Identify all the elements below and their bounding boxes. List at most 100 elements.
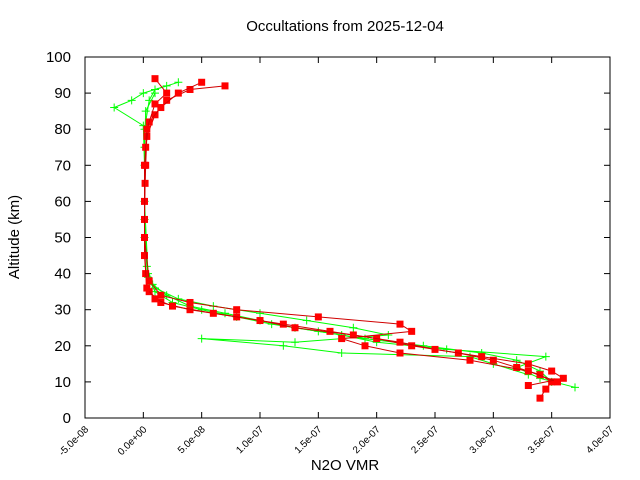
data-point-square bbox=[536, 371, 544, 379]
data-point-square bbox=[256, 317, 264, 325]
data-point-square bbox=[291, 324, 299, 332]
plot-area bbox=[110, 75, 579, 402]
x-tick-label: 3.0e-07 bbox=[468, 424, 500, 456]
data-point-plus bbox=[571, 383, 579, 392]
data-point-square bbox=[186, 306, 194, 314]
data-point-plus bbox=[419, 341, 428, 350]
x-axis-label: N2O VMR bbox=[311, 457, 380, 474]
data-point-square bbox=[326, 327, 334, 335]
data-point-square bbox=[151, 100, 159, 108]
data-point-square bbox=[169, 302, 176, 310]
data-point-square bbox=[141, 252, 148, 260]
plot-frame bbox=[84, 56, 611, 419]
x-tick-label: 2.5e-07 bbox=[409, 424, 441, 456]
data-point-square bbox=[542, 385, 550, 393]
data-point-square bbox=[143, 125, 151, 133]
data-point-square bbox=[151, 75, 159, 83]
data-point-plus bbox=[139, 121, 148, 130]
data-point-square bbox=[396, 349, 404, 357]
y-tick-label: 50 bbox=[54, 230, 71, 247]
data-point-plus bbox=[174, 78, 183, 87]
data-point-square bbox=[186, 85, 194, 93]
data-point-plus bbox=[197, 334, 206, 343]
data-point-square bbox=[559, 374, 567, 382]
data-point-square bbox=[163, 96, 171, 104]
y-tick-label: 20 bbox=[54, 338, 71, 355]
data-point-square bbox=[186, 298, 194, 306]
data-point-square bbox=[163, 89, 171, 97]
data-point-plus bbox=[302, 316, 311, 325]
x-tick-label: 3.5e-07 bbox=[526, 424, 558, 456]
data-point-square bbox=[198, 78, 206, 86]
data-point-square bbox=[396, 320, 404, 328]
data-point-square bbox=[141, 234, 148, 241]
x-tick-label: 2.0e-07 bbox=[351, 424, 383, 456]
y-tick-label: 30 bbox=[54, 302, 71, 319]
data-point-square bbox=[141, 161, 148, 169]
series-square bbox=[141, 75, 567, 402]
y-tick-label: 70 bbox=[54, 157, 71, 174]
data-point-plus bbox=[349, 323, 358, 332]
data-point-plus bbox=[337, 349, 346, 358]
data-point-square bbox=[157, 104, 165, 112]
data-point-square bbox=[141, 179, 149, 187]
data-point-square bbox=[174, 89, 182, 97]
y-tick-label: 0 bbox=[63, 410, 71, 427]
data-point-square bbox=[349, 331, 357, 339]
x-tick-label: 0.0e+00 bbox=[116, 424, 150, 458]
data-point-square bbox=[524, 382, 532, 390]
series-plus bbox=[110, 78, 579, 392]
data-point-plus bbox=[139, 89, 148, 98]
data-point-square bbox=[466, 356, 474, 364]
profile-line bbox=[144, 85, 553, 399]
data-point-square bbox=[548, 378, 556, 386]
data-point-plus bbox=[141, 107, 150, 116]
x-tick-label: 1.0e-07 bbox=[234, 424, 266, 456]
x-tick-label: 5.0e-08 bbox=[176, 424, 208, 456]
data-point-square bbox=[151, 295, 159, 303]
data-point-square bbox=[513, 363, 521, 371]
data-point-square bbox=[408, 342, 416, 350]
data-point-plus bbox=[256, 309, 264, 318]
data-point-plus bbox=[221, 309, 229, 318]
data-point-plus bbox=[267, 320, 276, 329]
data-point-plus bbox=[127, 96, 136, 105]
data-point-square bbox=[361, 342, 369, 350]
data-point-square bbox=[338, 335, 346, 343]
y-tick-label: 80 bbox=[54, 121, 71, 138]
y-tick-label: 90 bbox=[54, 85, 71, 102]
data-point-plus bbox=[384, 330, 393, 339]
chart-title: Occultations from 2025-12-04 bbox=[246, 18, 444, 35]
profile-line bbox=[144, 81, 529, 376]
data-point-square bbox=[279, 320, 287, 328]
x-tick-label: -5.0e-08 bbox=[57, 424, 91, 458]
data-point-square bbox=[143, 284, 151, 292]
y-axis-label: Altitude (km) bbox=[6, 195, 23, 279]
data-point-square bbox=[431, 345, 439, 353]
y-tick-label: 100 bbox=[46, 49, 71, 66]
data-point-plus bbox=[541, 352, 550, 361]
data-point-square bbox=[157, 291, 165, 299]
profile-line bbox=[113, 85, 576, 388]
y-tick-label: 10 bbox=[54, 374, 71, 391]
data-point-plus bbox=[291, 338, 299, 347]
data-point-square bbox=[408, 327, 416, 335]
data-point-square bbox=[221, 82, 229, 90]
x-tick-label: 4.0e-07 bbox=[584, 424, 616, 456]
data-point-plus bbox=[197, 305, 206, 314]
data-point-square bbox=[478, 353, 486, 361]
x-tick-label: 1.5e-07 bbox=[293, 424, 325, 456]
data-point-square bbox=[396, 338, 404, 346]
data-point-square bbox=[548, 367, 556, 375]
profile-line bbox=[144, 81, 565, 386]
data-point-square bbox=[145, 277, 153, 285]
data-point-square bbox=[314, 313, 322, 321]
data-point-square bbox=[157, 298, 165, 306]
data-point-square bbox=[524, 367, 532, 375]
data-point-square bbox=[524, 360, 532, 368]
y-tick-label: 40 bbox=[54, 266, 71, 283]
data-point-plus bbox=[151, 89, 159, 98]
data-point-plus bbox=[512, 356, 521, 365]
data-point-square bbox=[209, 309, 217, 317]
